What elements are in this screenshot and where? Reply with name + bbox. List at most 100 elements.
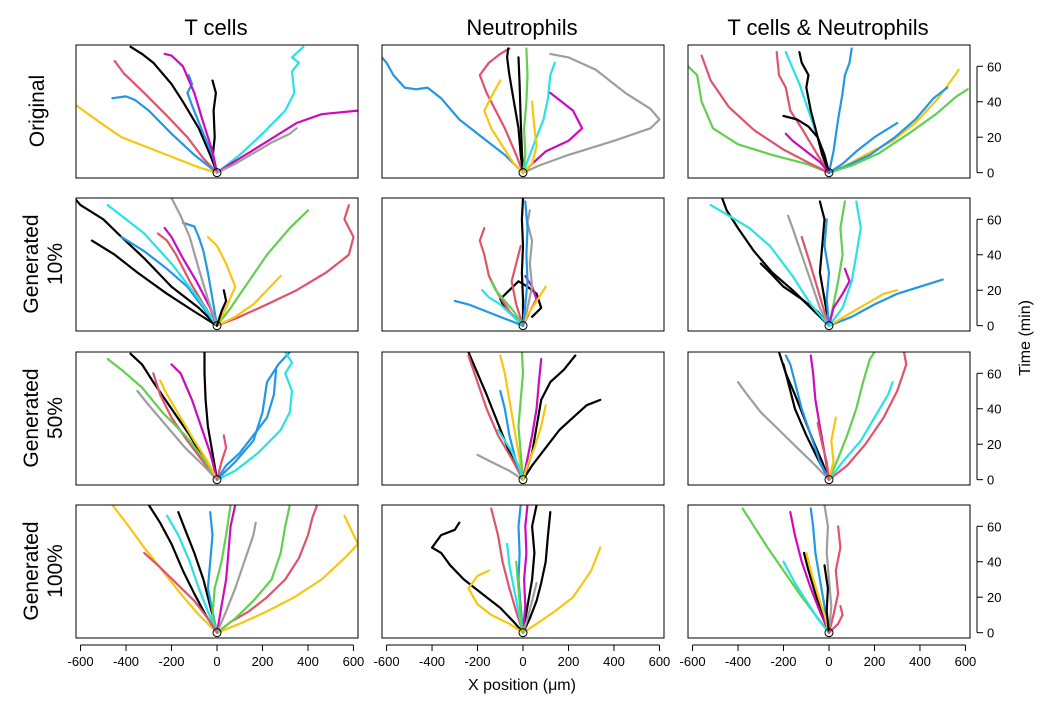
track-8 [506,542,525,634]
panel-tracks [736,352,908,481]
panel-tracks [709,198,944,327]
panel-r3-c1 [381,504,665,639]
y-axis-row0: 0 20 40 60 [976,59,1001,181]
track-2 [521,354,577,481]
track-8 [215,505,237,634]
panel-tracks [430,505,602,634]
origin-marker [824,168,834,178]
panel-r1-c2 [687,197,971,332]
panel-frame [75,197,359,332]
panel-frame [381,44,665,179]
track-3 [467,354,525,481]
x-tick-label: -400 [725,654,751,669]
x-tick-label: 200 [864,654,886,669]
track-3 [709,204,831,327]
x-tick-label: 400 [909,654,931,669]
track-8 [823,564,831,634]
track-10 [215,274,282,327]
track-7 [823,505,833,634]
track-0 [129,45,219,174]
track-2 [521,511,552,634]
x-tick-label: 400 [603,654,625,669]
track-0 [688,65,831,174]
track-4 [499,354,525,481]
panel-frame [381,351,665,486]
track-8 [496,428,525,481]
track-9 [206,235,237,327]
x-tick-label: 200 [252,654,274,669]
track-1 [521,505,538,634]
column-title-neutrophils: Neutrophils [466,15,577,40]
track-5 [483,79,525,174]
track-8 [827,267,851,327]
panel-tracks [688,47,969,174]
track-10 [215,434,228,481]
x-tick-label: 600 [343,654,365,669]
track-9 [827,605,844,634]
track-5 [827,289,899,327]
panel-frame [687,351,971,486]
track-6 [106,358,219,481]
origin-marker [824,321,834,331]
row-label-generated-50-line1: Generated [20,368,43,467]
track-4 [111,505,219,634]
y-axis-row1: 0 20 40 60 [976,212,1001,334]
track-0 [520,198,525,327]
y-axis-row3: 0 20 40 60 [976,519,1001,641]
panel-r3-c0 [75,504,359,639]
track-4 [827,525,842,634]
x-tick-label: -200 [159,654,185,669]
track-9 [215,521,257,634]
track-3 [490,507,525,634]
panel-tracks [467,352,602,481]
track-1 [90,239,219,327]
track-2 [215,204,355,327]
panel-frame [381,197,665,332]
panel-tracks [382,47,661,174]
track-9 [798,51,831,174]
y-tick-label: 0 [987,319,994,334]
y-tick-label: 20 [987,437,1001,452]
track-5 [521,546,602,634]
track-9 [816,421,831,481]
x-tick-label: -200 [465,654,491,669]
x-tick-label: 600 [649,654,671,669]
track-10 [823,218,831,327]
x-tick-label: -600 [68,654,94,669]
track-7 [827,47,853,174]
track-6 [805,551,831,634]
track-6 [106,204,219,327]
panel-tracks [111,505,358,634]
y-tick-label: 20 [987,590,1001,605]
track-3 [784,354,831,481]
track-5 [215,352,294,481]
panel-r1-c1 [381,197,665,332]
panel-frame [75,504,359,639]
track-1 [700,54,831,174]
track-3 [215,514,358,634]
origin-marker [212,321,222,331]
track-0 [382,56,525,174]
y-tick-label: 40 [987,248,1001,263]
track-2 [827,352,908,481]
x-tick-label: 400 [297,654,319,669]
origin-marker [518,628,528,638]
row-label-generated-50-line2: 50% [44,397,67,439]
x-tick-label: 0 [825,654,832,669]
y-tick-label: 40 [987,95,1001,110]
track-9 [215,127,298,174]
origin-marker [518,168,528,178]
track-12 [215,289,228,327]
track-2 [506,47,525,174]
track-9 [521,285,547,327]
panel-tracks [453,198,547,327]
track-9 [521,581,538,634]
track-9 [136,389,219,481]
panel-frame [687,197,971,332]
origin-marker [212,168,222,178]
panel-r3-c2 [687,504,971,639]
x-axis-title: X position (μm) [468,677,576,694]
x-tick-label: 200 [558,654,580,669]
x-tick-label: -600 [680,654,706,669]
panel-frame [687,44,971,179]
